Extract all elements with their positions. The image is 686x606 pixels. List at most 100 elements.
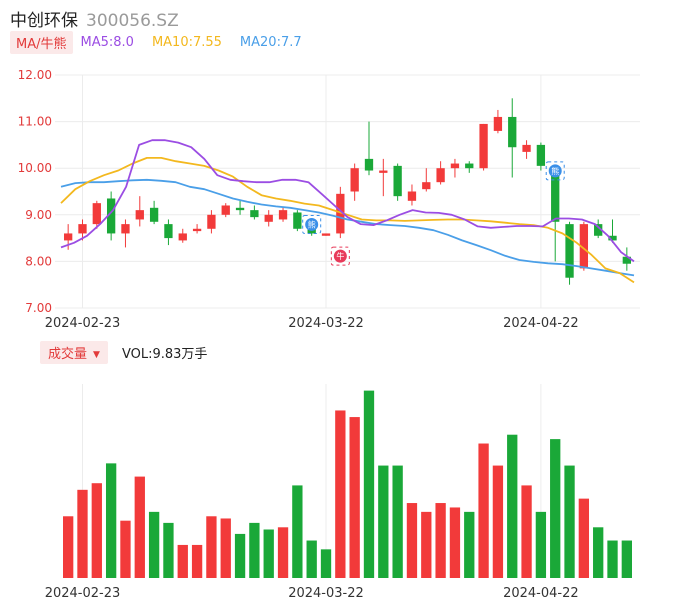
volume-bar xyxy=(464,511,475,578)
signal-frame xyxy=(330,246,350,266)
bear-signal-icon: 熊 xyxy=(545,161,565,181)
signal-frame xyxy=(545,161,565,181)
candle-body xyxy=(250,210,259,218)
volume-bar xyxy=(134,476,145,578)
volume-bar xyxy=(177,544,188,578)
candle-body xyxy=(278,210,288,220)
volume-bar xyxy=(77,489,88,578)
price-date-label: 2024-04-22 xyxy=(503,316,579,331)
candle-body xyxy=(622,256,631,264)
candle-body xyxy=(594,224,603,236)
ma-toggle-button[interactable]: MA/牛熊 xyxy=(10,30,73,54)
candle-body xyxy=(379,170,388,173)
candle-body xyxy=(551,175,560,222)
candle-body xyxy=(192,228,202,232)
signal-glyph: 熊 xyxy=(308,219,316,229)
volume-date-label: 2024-03-22 xyxy=(288,586,364,601)
volume-indicator-dropdown[interactable]: 成交量 ▼ xyxy=(40,340,108,364)
volume-bar xyxy=(306,540,317,578)
candle-body xyxy=(92,203,101,225)
signal-glyph: 牛 xyxy=(336,251,344,261)
volume-bar xyxy=(564,465,575,578)
candle-body xyxy=(321,233,331,236)
candle-body xyxy=(235,207,245,211)
signal-glyph: 熊 xyxy=(551,166,559,176)
volume-bar xyxy=(120,520,131,578)
candle-body xyxy=(135,210,144,220)
volume-bar xyxy=(234,533,246,578)
candle-body xyxy=(207,214,216,229)
volume-bar xyxy=(292,485,303,578)
volume-date-label: 2024-02-23 xyxy=(45,586,121,601)
volume-bar xyxy=(593,527,604,578)
candle-body xyxy=(522,144,531,152)
volume-bar xyxy=(507,434,518,578)
volume-bar xyxy=(320,549,332,578)
ma10-label: MA10:7.55 xyxy=(151,34,222,50)
volume-bar xyxy=(206,516,217,578)
candle-body xyxy=(64,233,73,241)
price-axis-label: 7.00 xyxy=(25,301,52,315)
candle-body xyxy=(78,224,87,234)
volume-bar xyxy=(105,463,117,578)
candle-body xyxy=(608,235,617,241)
ma-legend: MA/牛熊 MA5:8.0 MA10:7.55 MA20:7.7 xyxy=(10,30,320,54)
ma5-label: MA5:8.0 xyxy=(80,34,134,50)
volume-bar xyxy=(421,511,432,578)
stock-title: 中创环保 300056.SZ xyxy=(10,6,179,31)
candle-body xyxy=(307,228,316,234)
volume-bar xyxy=(349,417,360,578)
candle-body xyxy=(579,224,589,269)
volume-bar xyxy=(435,503,446,578)
volume-bar xyxy=(535,511,547,578)
price-date-label: 2024-02-23 xyxy=(45,316,121,331)
signal-frame xyxy=(302,214,322,234)
volume-bar xyxy=(91,483,102,578)
volume-bar xyxy=(63,516,74,578)
price-axis-label: 12.00 xyxy=(18,68,52,82)
candle-body xyxy=(164,224,173,239)
volume-bar xyxy=(191,544,203,578)
candle-body xyxy=(121,224,130,234)
candle-body xyxy=(436,168,445,183)
candle-body xyxy=(221,205,230,215)
volume-bar xyxy=(163,522,174,578)
stock-name: 中创环保 xyxy=(10,11,78,31)
candle-body xyxy=(393,165,402,197)
candle-body xyxy=(565,224,574,278)
price-axis-label: 8.00 xyxy=(25,254,52,268)
volume-value: VOL:9.83万手 xyxy=(121,346,208,362)
volume-indicator-label: 成交量 xyxy=(48,346,88,362)
volume-bar xyxy=(492,465,504,578)
volume-bar xyxy=(335,410,346,578)
bull-signal-icon: 牛 xyxy=(330,246,350,266)
ma5-line xyxy=(60,139,635,263)
volume-bar xyxy=(621,540,632,578)
volume-legend: 成交量 ▼ VOL:9.83万手 xyxy=(40,340,208,364)
volume-bar xyxy=(249,522,260,578)
candle-body xyxy=(178,233,187,241)
volume-bar xyxy=(263,529,274,578)
volume-bar xyxy=(578,498,590,578)
ma20-line xyxy=(60,178,635,277)
candle-body xyxy=(149,207,159,222)
volume-bar xyxy=(406,503,418,578)
price-axis-label: 10.00 xyxy=(18,161,52,175)
volume-bar xyxy=(550,439,561,578)
candle-body xyxy=(493,116,503,131)
volume-date-label: 2024-04-22 xyxy=(503,586,579,601)
candle-body xyxy=(422,182,431,190)
candle-body xyxy=(450,163,460,169)
volume-bar xyxy=(220,518,231,578)
volume-bar xyxy=(148,511,160,578)
volume-bar xyxy=(607,540,618,578)
candle-body xyxy=(364,158,374,171)
price-axis-label: 11.00 xyxy=(18,115,52,129)
bear-signal-icon: 熊 xyxy=(302,214,322,234)
caret-down-icon: ▼ xyxy=(93,349,100,360)
signal-dot xyxy=(305,217,319,231)
candle-body xyxy=(350,168,359,192)
volume-bar xyxy=(521,485,532,578)
candle-body xyxy=(508,116,517,148)
candle-body xyxy=(465,163,474,169)
